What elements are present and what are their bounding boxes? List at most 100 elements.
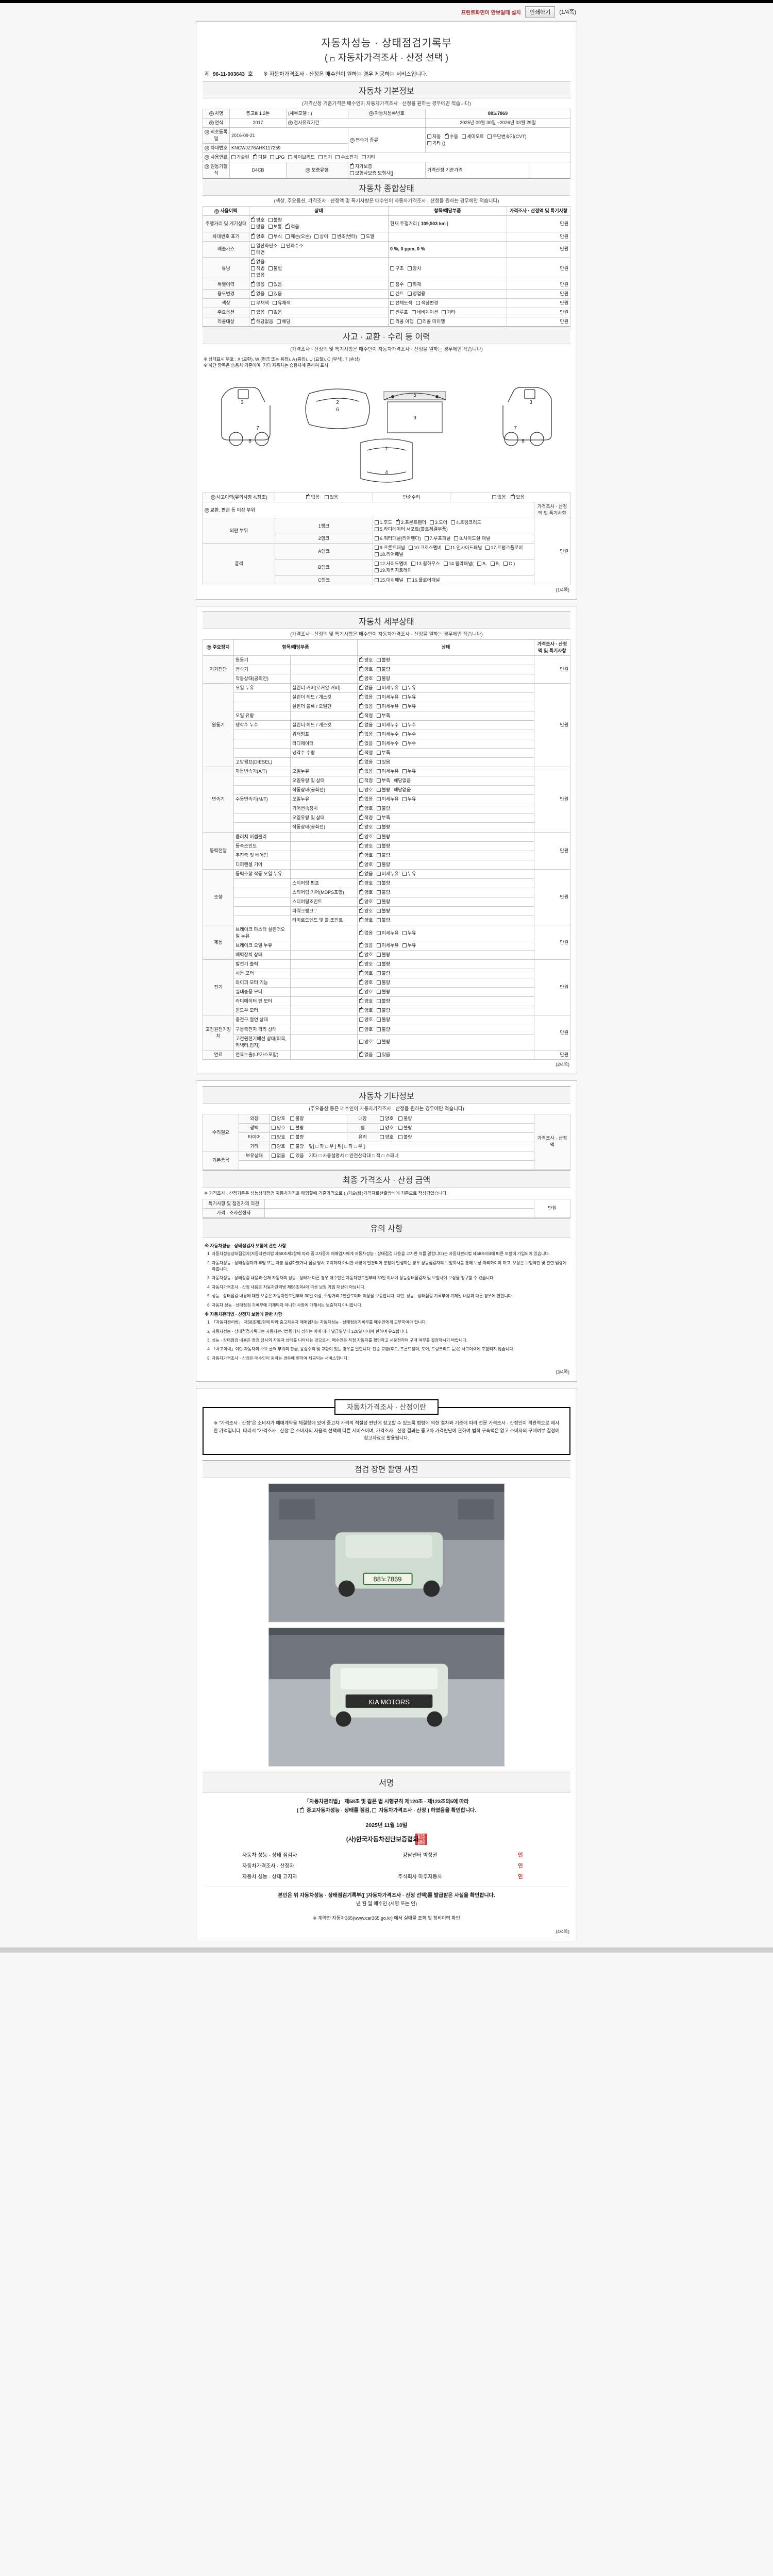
checkbox-icon[interactable] <box>331 234 336 239</box>
part-option[interactable]: 17.트렁크플로어 <box>485 545 523 551</box>
transmission-option[interactable]: 수동 <box>444 132 458 140</box>
checkbox-icon[interactable] <box>375 520 379 525</box>
checkbox-icon[interactable] <box>251 243 255 248</box>
wheel-bad-option[interactable]: 불량 <box>398 1125 412 1131</box>
checkbox-icon[interactable] <box>277 319 281 324</box>
checkbox-icon[interactable] <box>359 814 363 820</box>
state-option[interactable]: 부족 <box>376 777 390 784</box>
checkbox-icon[interactable] <box>376 880 381 885</box>
state-option[interactable]: 양호 <box>359 1006 373 1014</box>
checkbox-icon[interactable] <box>390 266 394 270</box>
checkbox-icon[interactable] <box>402 871 407 876</box>
state-option[interactable]: 불량 <box>376 970 390 977</box>
checkbox-icon[interactable] <box>270 155 275 160</box>
etc-bad-option[interactable]: 불량 <box>290 1143 304 1150</box>
checkbox-icon[interactable] <box>376 871 381 876</box>
state-option[interactable]: 없음 <box>359 739 373 747</box>
state-option[interactable]: 불량 <box>376 880 390 887</box>
item-option[interactable]: 침수 <box>390 281 404 288</box>
state-option[interactable]: 적법 <box>251 265 265 272</box>
checkbox-icon[interactable] <box>402 722 407 727</box>
checkbox-icon[interactable] <box>359 988 363 994</box>
checkbox-icon[interactable] <box>288 155 293 160</box>
checkbox-icon[interactable] <box>380 1116 384 1121</box>
checkbox-icon[interactable] <box>268 310 273 314</box>
checkbox-icon[interactable] <box>376 778 381 783</box>
checkbox-icon[interactable] <box>390 310 394 314</box>
state-option[interactable]: 양호 <box>359 1026 373 1033</box>
checkbox-icon[interactable] <box>390 300 394 305</box>
part-option[interactable]: 12.사이드멤버 <box>375 561 408 567</box>
checkbox-icon[interactable] <box>251 216 255 223</box>
checkbox-icon[interactable] <box>376 1018 381 1022</box>
checkbox-icon[interactable] <box>462 134 466 139</box>
state-option[interactable]: 양호 <box>251 232 265 240</box>
state-option[interactable]: 양호 <box>359 665 373 673</box>
checkbox-icon[interactable] <box>376 843 381 848</box>
checkbox-icon[interactable] <box>376 834 381 839</box>
price-survey-checkbox[interactable] <box>330 57 334 61</box>
checkbox-icon[interactable] <box>359 758 363 765</box>
checkbox-icon[interactable] <box>443 562 448 566</box>
state-option[interactable]: 불량 <box>376 998 390 1005</box>
state-option[interactable]: 양호 <box>359 787 373 793</box>
checkbox-icon[interactable] <box>376 930 381 935</box>
state-option[interactable]: 누유 <box>402 942 416 949</box>
checkbox-icon[interactable] <box>251 290 255 296</box>
state-option[interactable]: 양호 <box>359 804 373 812</box>
holding-none-option[interactable]: 없음 <box>272 1153 285 1159</box>
checkbox-icon[interactable] <box>272 1144 276 1148</box>
checkbox-icon[interactable] <box>268 282 273 286</box>
state-option[interactable]: 누유 <box>402 694 416 701</box>
state-option[interactable]: 무채색 <box>251 300 269 307</box>
checkbox-icon[interactable] <box>408 546 413 550</box>
item-option[interactable]: 네비게이션 <box>411 309 438 316</box>
state-option[interactable]: 불량 <box>376 787 390 793</box>
state-option[interactable]: 없음 <box>251 258 265 265</box>
checkbox-icon[interactable] <box>359 833 363 839</box>
checkbox-icon[interactable] <box>251 232 255 239</box>
state-option[interactable]: 없음 <box>359 693 373 701</box>
checkbox-icon[interactable] <box>290 1134 295 1139</box>
checkbox-icon[interactable] <box>417 319 422 324</box>
checkbox-icon[interactable] <box>390 319 394 324</box>
checkbox-icon[interactable] <box>390 282 394 286</box>
checkbox-icon[interactable] <box>376 899 381 904</box>
state-option[interactable]: 적정 <box>359 749 373 756</box>
state-option[interactable]: 불량 <box>376 908 390 914</box>
state-option[interactable]: 불량 <box>376 1007 390 1014</box>
state-option[interactable]: 불량 <box>376 805 390 812</box>
checkbox-icon[interactable] <box>376 713 381 718</box>
item-option[interactable]: 전체도색 <box>390 300 412 307</box>
transmission-option[interactable]: 자동 <box>427 133 441 140</box>
state-option[interactable]: 있음 <box>251 272 265 279</box>
state-option[interactable]: 없음 <box>359 684 373 691</box>
item-option[interactable]: 구조 <box>390 265 404 272</box>
checkbox-icon[interactable] <box>359 1006 363 1013</box>
ext-bad-option[interactable]: 불량 <box>290 1115 304 1122</box>
checkbox-icon[interactable] <box>376 999 381 1004</box>
checkbox-icon[interactable] <box>314 234 319 239</box>
checkbox-icon[interactable] <box>359 860 363 867</box>
state-option[interactable]: 불량 <box>376 852 390 859</box>
checkbox-icon[interactable] <box>251 225 255 229</box>
checkbox-icon[interactable] <box>376 657 381 662</box>
checkbox-icon[interactable] <box>359 1040 363 1044</box>
fuel-option[interactable]: LPG <box>270 154 284 161</box>
part-option[interactable]: 6.쿼터패널(리어휀다) <box>375 535 421 542</box>
checkbox-icon[interactable] <box>231 155 236 160</box>
checkbox-icon[interactable] <box>272 1125 276 1130</box>
state-option[interactable]: 불량 <box>376 824 390 831</box>
checkbox-icon[interactable] <box>376 1027 381 1031</box>
checkbox-icon[interactable] <box>359 693 363 699</box>
checkbox-icon[interactable] <box>411 310 416 314</box>
state-option[interactable]: 있음 <box>376 759 390 766</box>
checkbox-icon[interactable] <box>376 825 381 829</box>
state-option[interactable]: 도말 <box>360 233 375 240</box>
checkbox-icon[interactable] <box>359 929 363 935</box>
state-option[interactable]: 누유 <box>402 685 416 691</box>
checkbox-icon[interactable] <box>272 1153 276 1158</box>
checkbox-icon[interactable] <box>402 704 407 708</box>
checkbox-icon[interactable] <box>442 310 446 314</box>
state-option[interactable]: 불량 <box>376 979 390 986</box>
